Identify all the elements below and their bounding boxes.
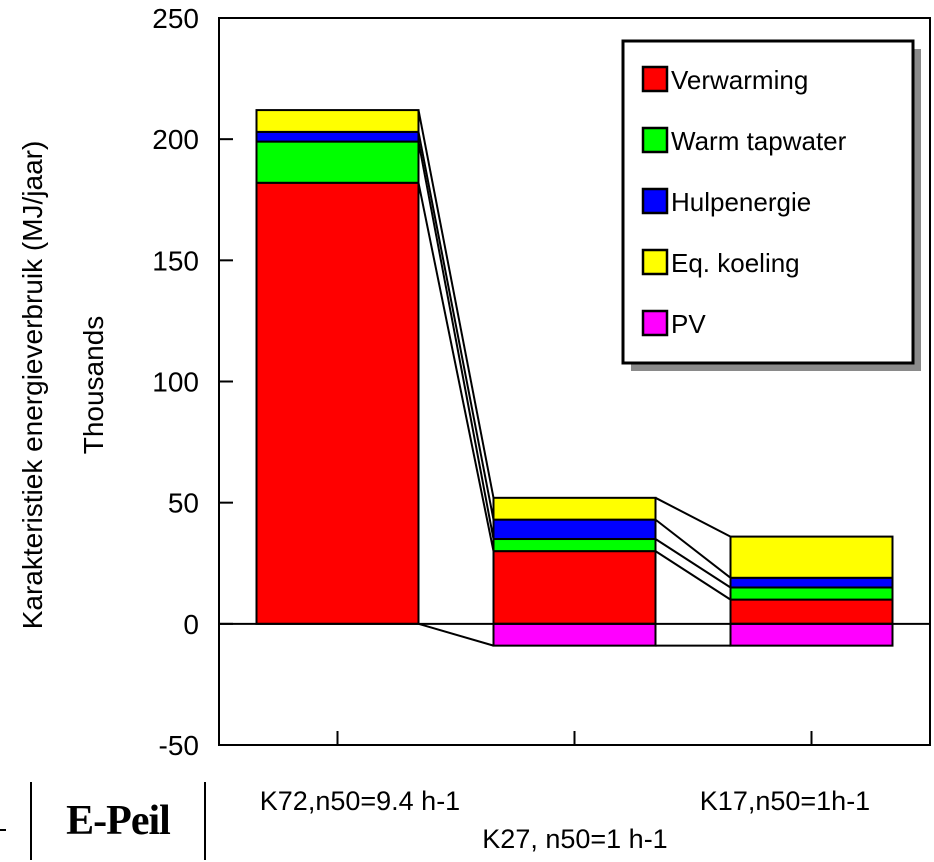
legend-swatch bbox=[641, 126, 669, 154]
bar-segment bbox=[729, 598, 894, 625]
legend: Verwarming Warm tapwater Hulpenergie Eq. ko… bbox=[621, 39, 921, 371]
connector-line bbox=[417, 141, 495, 540]
legend-swatch bbox=[641, 187, 669, 215]
bar-segment bbox=[255, 109, 420, 133]
bar-segment bbox=[255, 181, 420, 625]
connector-line bbox=[654, 550, 732, 601]
legend-label: Warm tapwater bbox=[671, 126, 847, 156]
connector-line bbox=[418, 622, 494, 647]
y-tick-label: 100 bbox=[152, 367, 199, 398]
legend-label: Verwarming bbox=[671, 65, 808, 95]
brand-tick bbox=[0, 829, 6, 831]
bar-segment bbox=[492, 496, 657, 521]
y-axis-unit-label: Thousands bbox=[78, 316, 109, 455]
y-tick-label: 250 bbox=[152, 3, 199, 34]
connector-lines bbox=[417, 109, 732, 647]
bars-group bbox=[255, 109, 894, 647]
bar-segment bbox=[729, 586, 894, 601]
brand-logo: E-Peil bbox=[30, 782, 206, 860]
y-tick-label: 50 bbox=[168, 488, 199, 519]
x-category-label: K72,n50=9.4 h-1 bbox=[260, 786, 460, 816]
legend-label: Hulpenergie bbox=[671, 187, 811, 217]
legend-swatch bbox=[641, 65, 669, 93]
legend-swatch bbox=[641, 309, 669, 337]
connector-line bbox=[417, 182, 495, 552]
legend-label: PV bbox=[671, 309, 706, 339]
y-tick-label: 0 bbox=[183, 609, 199, 640]
bar-segment bbox=[492, 622, 657, 647]
brand-logo-text: E-Peil bbox=[66, 798, 171, 844]
y-tick-label: 200 bbox=[152, 124, 199, 155]
bar-segment bbox=[492, 550, 657, 625]
connector-line bbox=[417, 131, 495, 520]
connector-line bbox=[654, 518, 732, 579]
bar-segment bbox=[729, 622, 894, 647]
x-axis: K72,n50=9.4 h-1 K27, n50=1 h-1 K17,n50=1h-… bbox=[260, 731, 870, 854]
bar-segment bbox=[729, 576, 894, 589]
bar-segment bbox=[255, 140, 420, 184]
connector-line bbox=[655, 496, 731, 538]
x-category-label: K17,n50=1h-1 bbox=[700, 786, 870, 816]
connector-line bbox=[654, 538, 732, 589]
bar-segment bbox=[255, 130, 420, 143]
bar-segment bbox=[492, 518, 657, 541]
x-category-label: K27, n50=1 h-1 bbox=[482, 824, 667, 854]
y-axis: -50 0 50 100 150 200 250 bbox=[152, 3, 233, 761]
y-axis-title: Karakteristiek energieverbruik (MJ/jaar) bbox=[17, 141, 48, 630]
bar-segment bbox=[492, 538, 657, 553]
y-tick-label: -50 bbox=[159, 730, 199, 761]
legend-swatch bbox=[641, 248, 669, 276]
y-tick-label: 150 bbox=[152, 245, 199, 276]
legend-box bbox=[621, 39, 915, 365]
connector-line bbox=[417, 109, 495, 499]
legend-label: Eq. koeling bbox=[671, 248, 800, 278]
bar-segment bbox=[729, 535, 894, 579]
